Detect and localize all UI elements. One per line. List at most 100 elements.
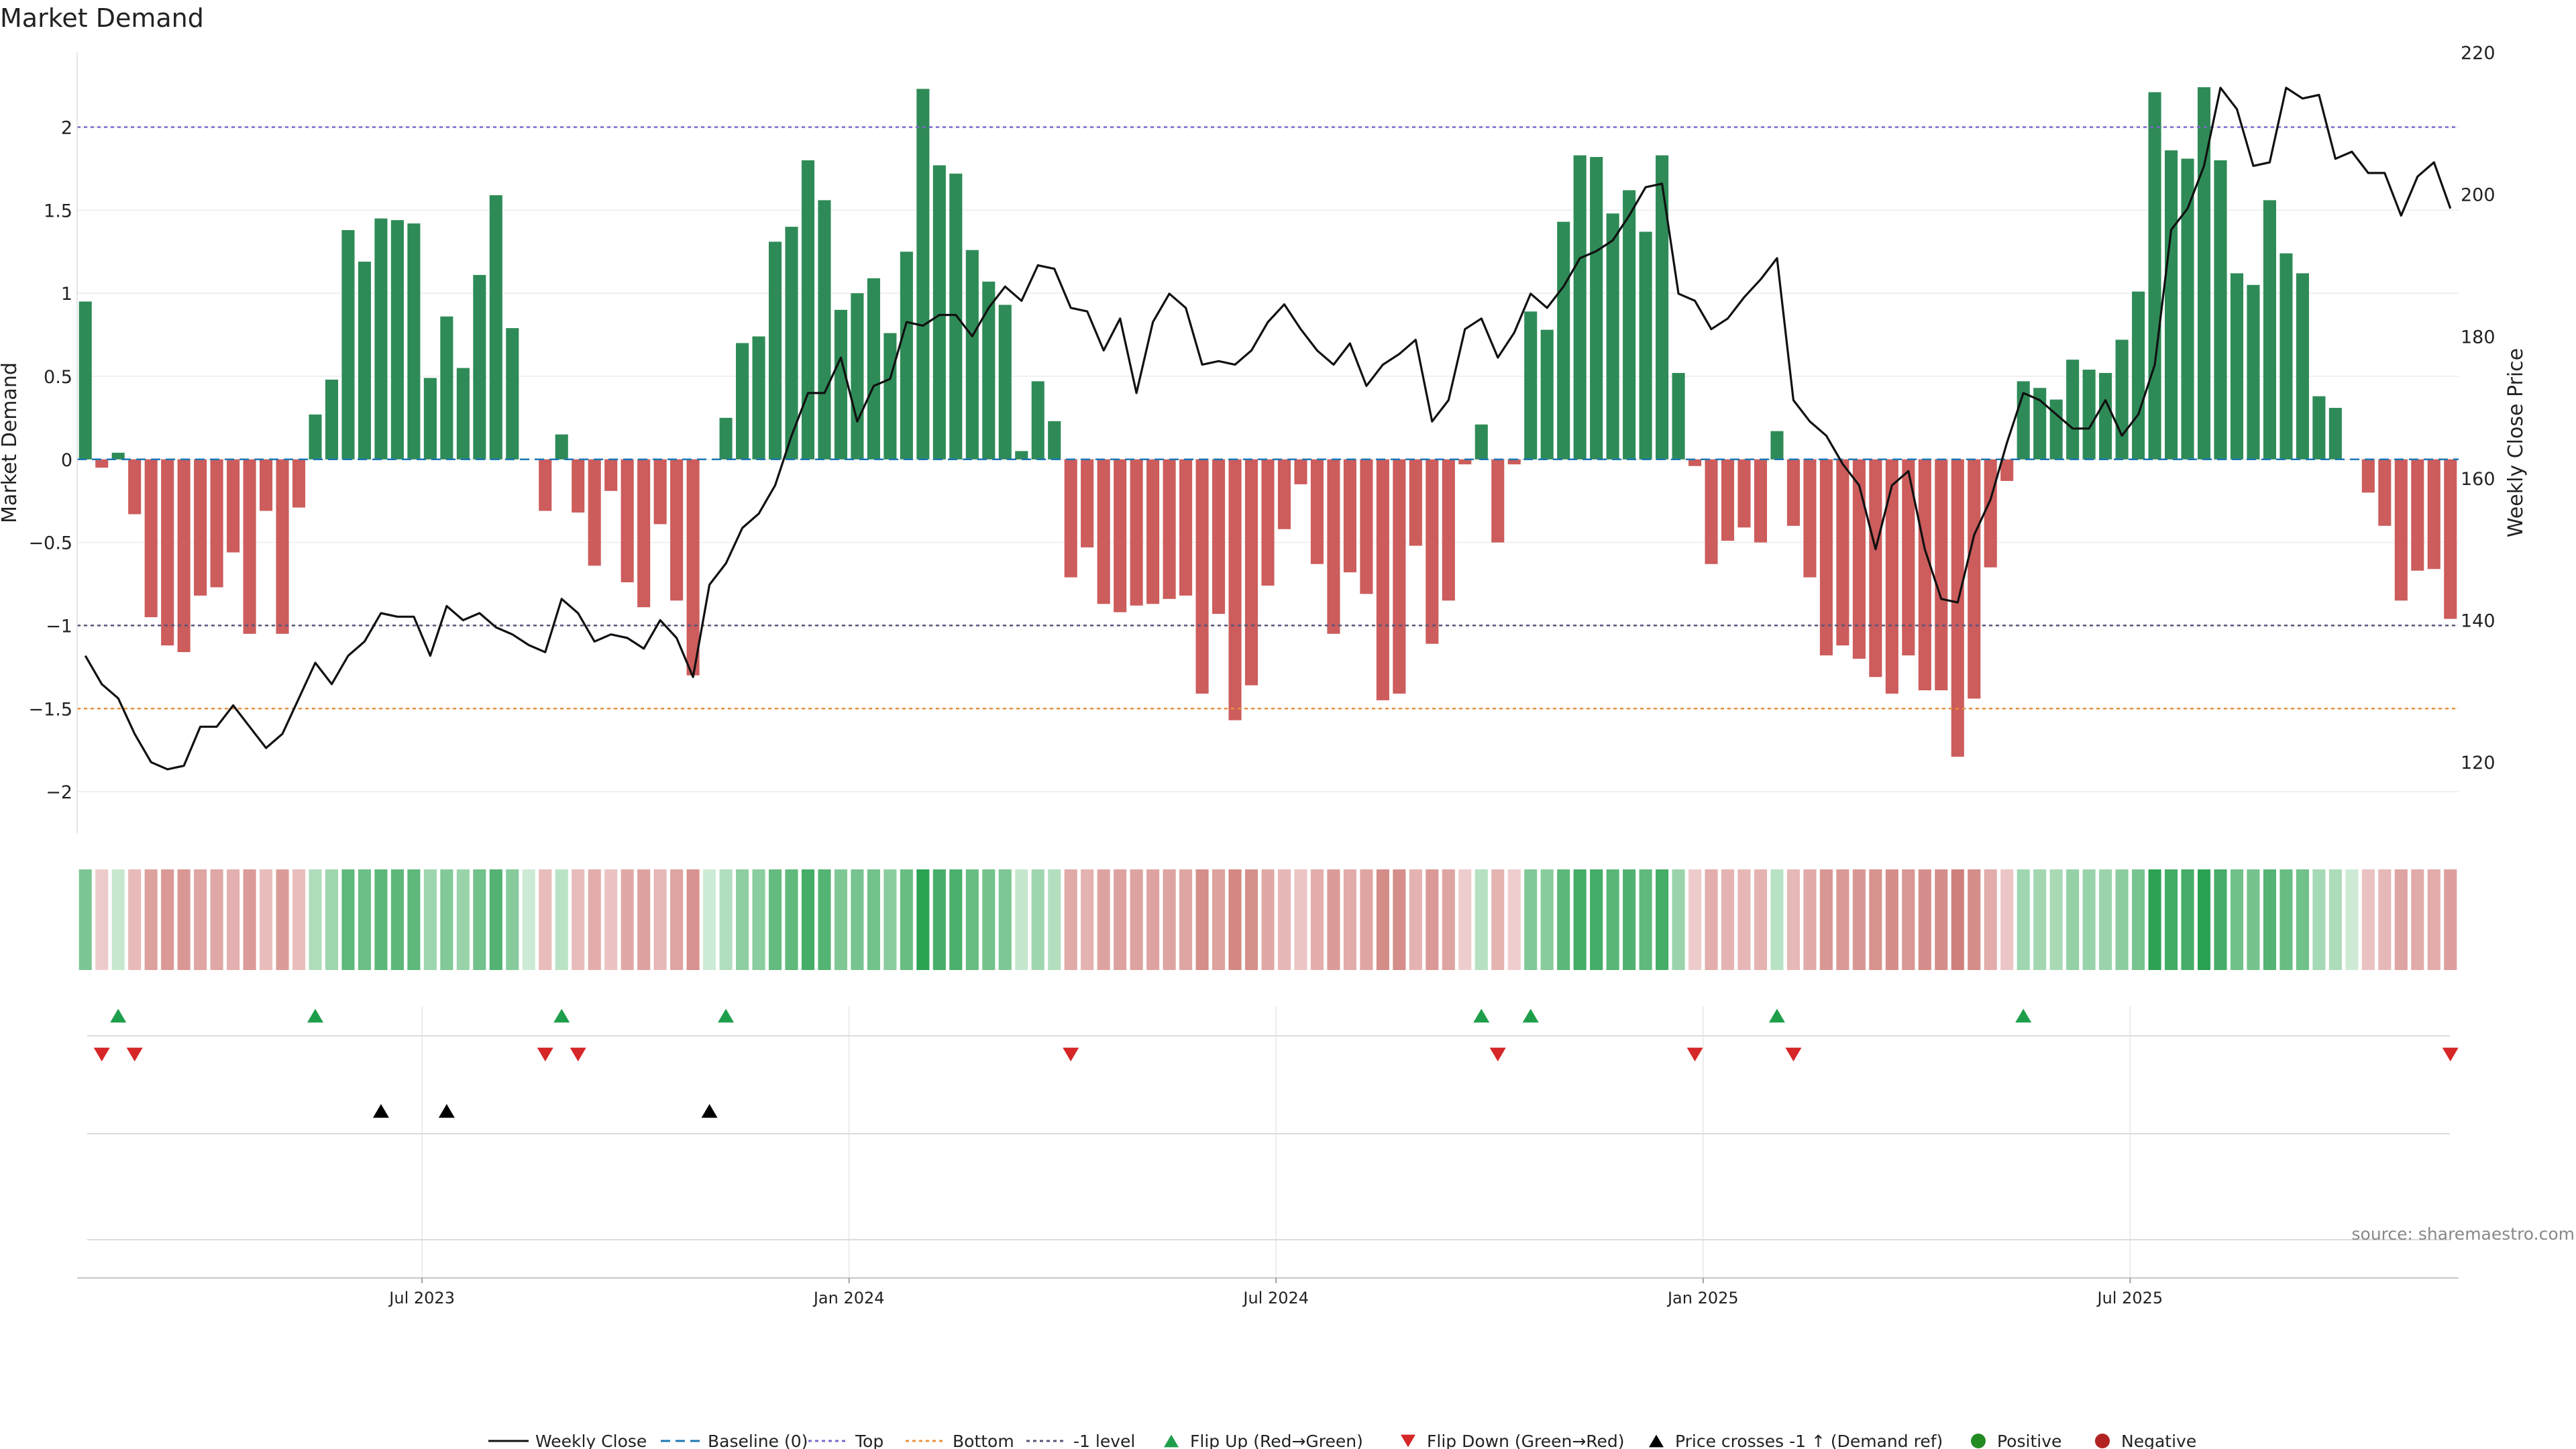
demand-bar [1114,460,1126,612]
heat-cell [769,869,782,970]
flip-up-marker [1769,1009,1785,1022]
heat-cell [835,869,847,970]
source-note: source: sharemaestro.com [2352,1224,2575,1244]
flip-up-marker [2015,1009,2031,1022]
heat-cell [2165,869,2178,970]
demand-bar [1524,311,1537,459]
demand-bar [473,275,486,460]
demand-bar [1754,460,1767,543]
demand-bar [2263,200,2276,459]
x-tick-label: Jan 2025 [1666,1289,1739,1307]
demand-bar [2066,360,2079,460]
heat-cell [2214,869,2226,970]
legend-label: Baseline (0) [708,1432,808,1449]
demand-bar [1541,330,1554,460]
demand-bar [1245,460,1258,686]
heat-cell [1015,869,1028,970]
heat-cell [424,869,437,970]
demand-bar [1081,460,1093,547]
heat-cell [1261,869,1274,970]
heat-cell [1294,869,1307,970]
demand-bar [128,460,141,515]
heat-cell [2231,869,2243,970]
heat-cell [1984,869,1997,970]
demand-bar [1557,222,1570,460]
y-tick-label: 0 [61,450,72,471]
demand-bar [1886,460,1898,694]
demand-bar [1344,460,1356,572]
heat-cell [523,869,535,970]
demand-bar [1212,460,1225,614]
heat-cell [2066,869,2079,970]
heat-cell [1721,869,1734,970]
demand-bar [2247,285,2259,460]
heat-cell [79,869,92,970]
demand-bar [1836,460,1849,645]
demand-bar [2214,160,2226,460]
demand-bar [2083,370,2096,460]
demand-bar [1787,460,1800,526]
demand-bar [1409,460,1422,546]
heat-cell [1820,869,1833,970]
demand-bar [1770,431,1783,460]
heat-cell [1114,869,1126,970]
demand-bar [999,305,1012,459]
heat-cell [703,869,716,970]
demand-bar [358,262,371,460]
heat-cell [539,869,551,970]
y2-tick-label: 120 [2461,753,2496,773]
demand-bar [851,293,863,460]
heat-cell [1278,869,1291,970]
heat-cell [1869,869,1882,970]
demand-bar [227,460,239,553]
heat-cell [1327,869,1340,970]
demand-bar [2149,92,2161,459]
demand-bar [1294,460,1307,484]
heat-cell [736,869,749,970]
heat-cell [178,869,191,970]
heat-cell [1426,869,1438,970]
y-tick-label: −1 [46,616,72,637]
heat-cell [1640,869,1652,970]
heat-cell [227,869,239,970]
demand-bar [2231,273,2243,459]
demand-bar [588,460,601,566]
demand-bar [802,160,814,460]
demand-bar [1968,460,1980,699]
demand-bar [604,460,617,491]
heat-cell [1770,869,1783,970]
demand-bar [736,343,749,459]
demand-bar [769,241,782,459]
heat-cell [933,869,946,970]
heat-cell [637,869,650,970]
demand-bar [1278,460,1291,529]
heat-cell [621,869,634,970]
heat-cell [2428,869,2440,970]
demand-bar [1015,451,1028,459]
price-cross-marker [439,1104,455,1118]
demand-bar [818,200,830,459]
y-axis-label: Market Demand [0,362,21,523]
heat-cell [1179,869,1192,970]
heat-cell [2000,869,2013,970]
heat-cell [145,869,158,970]
y-tick-label: −2 [46,782,72,803]
demand-bar [457,368,470,460]
heat-cell [1886,869,1898,970]
heat-cell [1032,869,1044,970]
heat-cell [1623,869,1635,970]
heat-cell [555,869,568,970]
heat-cell [2116,869,2129,970]
demand-bar [211,460,223,588]
demand-bar [916,89,929,459]
flip-down-marker [127,1048,143,1061]
heat-cell [1475,869,1488,970]
heat-cell [604,869,617,970]
heat-cell [851,869,863,970]
demand-bar [1672,373,1685,460]
demand-bar [1327,460,1340,634]
heat-cell [1245,869,1258,970]
demand-bar [2165,150,2178,460]
demand-bar [1360,460,1373,594]
demand-bar [309,415,321,460]
